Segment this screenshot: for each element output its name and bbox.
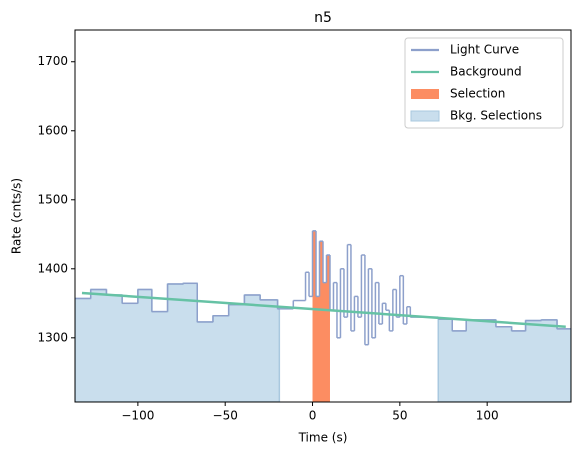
y-axis-label: Rate (cnts/s) [10, 178, 24, 254]
background-line [81, 291, 566, 329]
x-tick-label: −100 [121, 409, 154, 423]
x-tick-label: 100 [476, 409, 499, 423]
legend-swatch [410, 110, 440, 122]
bkg-selection [75, 282, 281, 402]
x-tick-label: 50 [392, 409, 407, 423]
legend-box [404, 37, 564, 129]
plot [75, 230, 571, 402]
plot-frame [74, 29, 572, 403]
legend-label: Selection [450, 87, 505, 101]
legend-label: Bkg. Selections [450, 109, 542, 123]
y-tick-label: 1400 [37, 261, 68, 275]
legend-label: Background [450, 65, 522, 79]
y-tick-label: 1600 [37, 123, 68, 137]
y-tick-label: 1700 [37, 54, 68, 68]
x-tick-label: −50 [213, 409, 238, 423]
y-tick-label: 1500 [37, 192, 68, 206]
chart-title: n5 [314, 10, 332, 26]
x-axis-label: Time (s) [298, 431, 348, 445]
legend-swatch [411, 89, 439, 99]
y-tick-label: 1300 [37, 330, 68, 344]
legend-label: Light Curve [450, 43, 519, 57]
selection [312, 230, 330, 402]
x-tick-label: 0 [309, 409, 317, 423]
